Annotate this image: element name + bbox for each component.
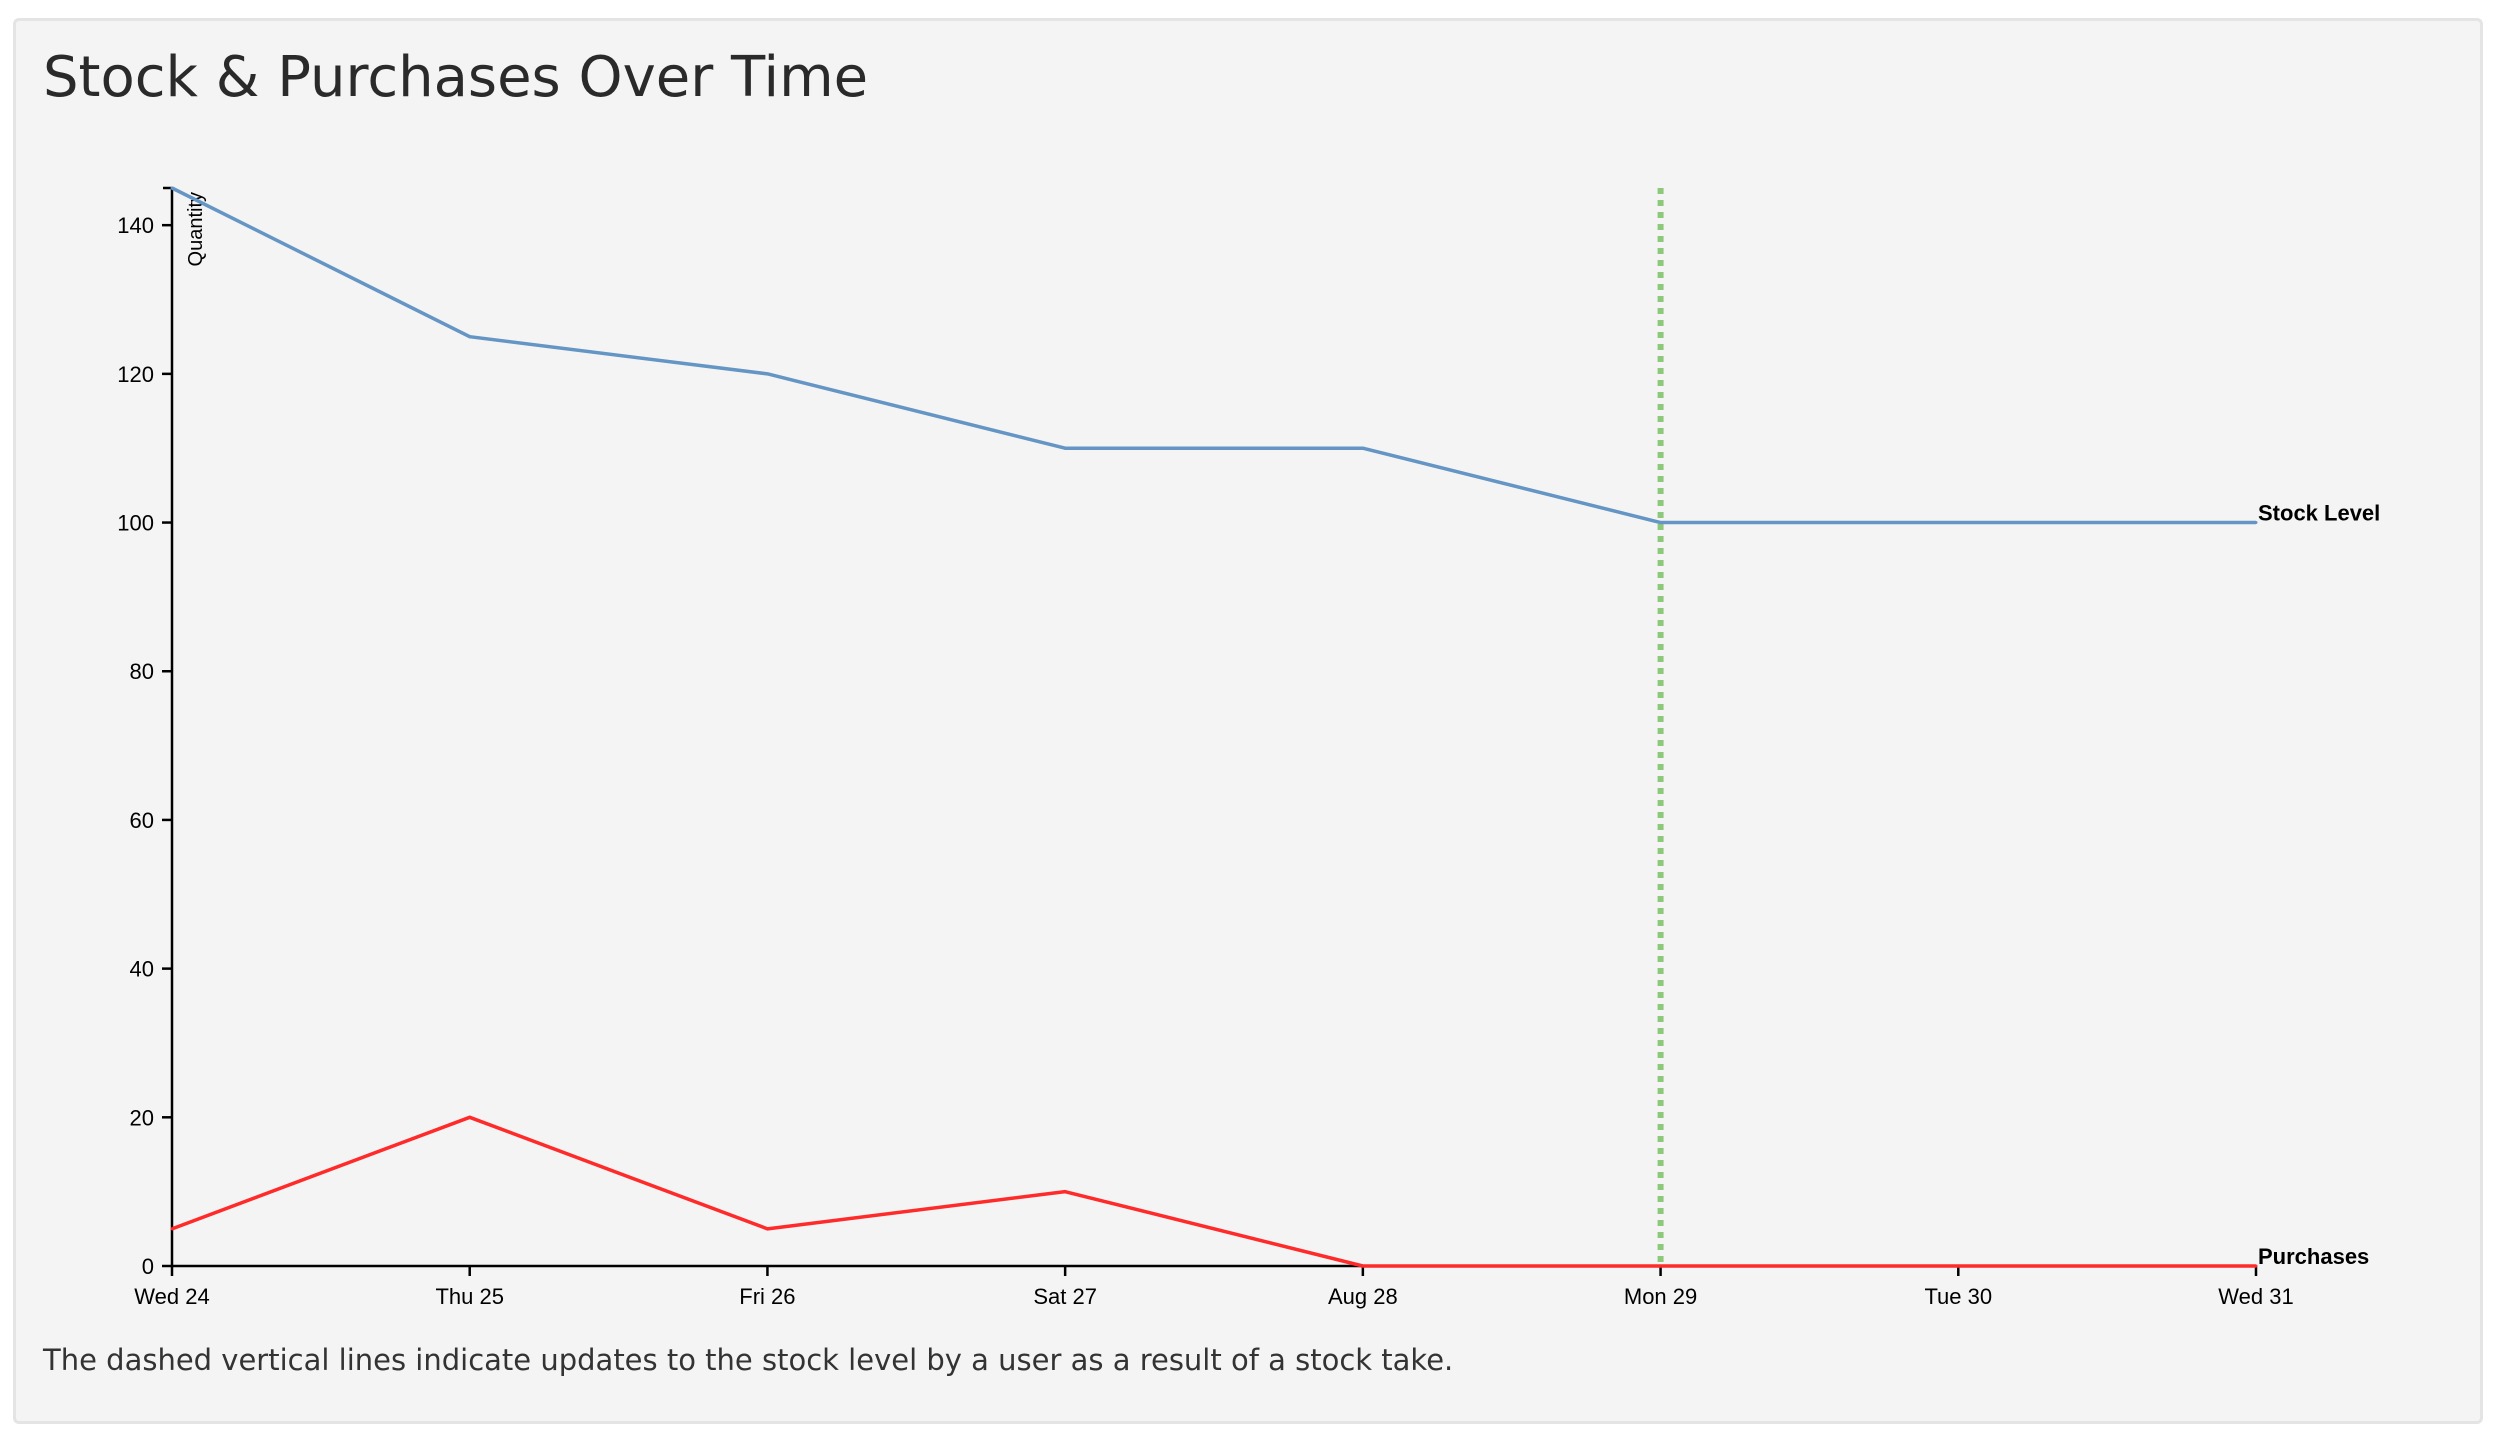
y-axis-title: Quantity [185, 192, 207, 266]
data-point-stock-level [765, 372, 769, 376]
x-tick-label: Fri 26 [739, 1284, 795, 1309]
series-label-purchases: Purchases [2258, 1244, 2369, 1269]
data-point-purchases [468, 1115, 472, 1119]
data-point-purchases [1956, 1264, 1960, 1268]
y-tick-label: 60 [130, 808, 154, 833]
x-tick-label: Thu 25 [435, 1284, 504, 1309]
chart-caption: The dashed vertical lines indicate updat… [43, 1343, 1454, 1377]
series-label-stock-level: Stock Level [2258, 501, 2380, 526]
x-tick-label: Tue 30 [1924, 1284, 1992, 1309]
data-point-purchases [1361, 1264, 1365, 1268]
y-tick-label: 100 [117, 511, 154, 536]
data-point-purchases [2254, 1264, 2258, 1268]
data-point-purchases [1659, 1264, 1663, 1268]
x-tick-label: Aug 28 [1328, 1284, 1398, 1309]
y-tick-label: 0 [142, 1254, 154, 1279]
series-group [170, 186, 2258, 1268]
series-line-stock-level [171, 186, 2256, 525]
data-point-stock-level [1659, 521, 1663, 525]
data-point-purchases [765, 1227, 769, 1231]
series-labels: Stock Level Purchases [2258, 501, 2380, 1269]
data-point-stock-level [1956, 521, 1960, 525]
y-tick-label: 140 [117, 213, 154, 238]
data-point-stock-level [1361, 446, 1365, 450]
x-axis: Wed 24 Thu 25 Fri 26 Sat 27 Aug 28 Mon 29 Tue … [134, 1264, 2294, 1309]
data-point-stock-level [170, 186, 174, 190]
series-line-purchases [171, 1115, 2256, 1268]
chart-panel [13, 18, 2483, 1424]
x-tick-label: Wed 24 [134, 1284, 209, 1309]
data-point-purchases [1063, 1190, 1067, 1194]
data-point-stock-level [1063, 446, 1067, 450]
y-tick-label: 120 [117, 362, 154, 387]
x-tick-label: Sat 27 [1033, 1284, 1097, 1309]
chart-title: Stock & Purchases Over Time [43, 45, 869, 110]
y-tick-label: 80 [130, 659, 154, 684]
y-axis: 0 20 40 60 80 100 120 140 Quantity [117, 186, 207, 1279]
y-tick-label: 20 [130, 1105, 154, 1130]
data-point-stock-level [468, 335, 472, 339]
data-point-stock-level [2254, 521, 2258, 525]
x-tick-label: Wed 31 [2218, 1284, 2293, 1309]
x-tick-label: Mon 29 [1624, 1284, 1697, 1309]
y-tick-label: 40 [130, 957, 154, 982]
data-point-purchases [170, 1227, 174, 1231]
